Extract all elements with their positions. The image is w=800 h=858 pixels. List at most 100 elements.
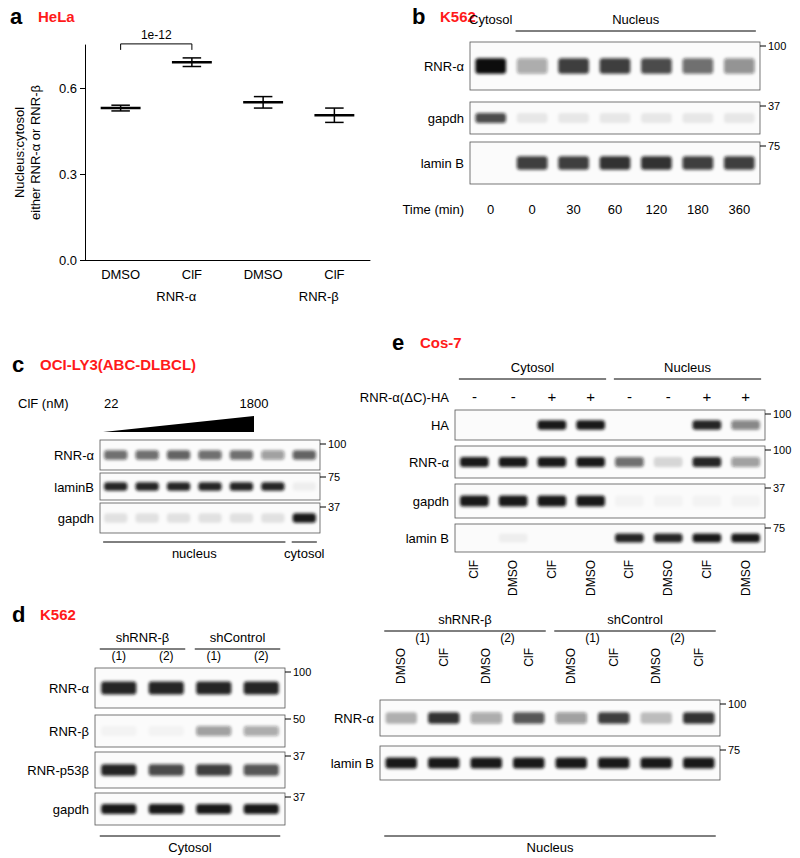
- svg-text:shControl: shControl: [210, 630, 266, 645]
- svg-text:d: d: [12, 602, 25, 627]
- svg-text:ClF: ClF: [622, 560, 636, 579]
- svg-text:+: +: [741, 388, 750, 405]
- svg-text:RNR-β: RNR-β: [49, 724, 89, 739]
- svg-text:RNR-α(ΔC)-HA: RNR-α(ΔC)-HA: [360, 390, 449, 405]
- svg-text:e: e: [392, 330, 404, 355]
- svg-text:lamin B: lamin B: [406, 531, 449, 546]
- svg-text:RNR-α: RNR-α: [54, 448, 94, 463]
- svg-text:(1): (1): [206, 649, 221, 663]
- svg-text:-: -: [627, 388, 632, 405]
- svg-text:22: 22: [104, 396, 118, 411]
- svg-text:ClF: ClF: [467, 560, 481, 579]
- svg-text:shRNR-β: shRNR-β: [438, 612, 492, 627]
- svg-text:100: 100: [773, 444, 791, 456]
- svg-text:(1): (1): [415, 631, 430, 645]
- svg-text:Nucleus: Nucleus: [664, 360, 711, 375]
- svg-text:RNR-p53β: RNR-p53β: [27, 763, 89, 778]
- svg-text:37: 37: [768, 100, 780, 112]
- svg-text:Time (min): Time (min): [402, 202, 464, 217]
- svg-text:Cytosol: Cytosol: [511, 360, 554, 375]
- svg-text:100: 100: [293, 666, 311, 678]
- svg-text:+: +: [586, 388, 595, 405]
- svg-text:180: 180: [687, 202, 709, 217]
- svg-text:37: 37: [773, 482, 785, 494]
- svg-text:RNR-α: RNR-α: [334, 711, 374, 726]
- svg-text:0.6: 0.6: [59, 81, 77, 96]
- svg-text:nucleus: nucleus: [172, 546, 217, 561]
- svg-text:gapdh: gapdh: [428, 111, 464, 126]
- svg-text:DMSO: DMSO: [244, 267, 283, 282]
- svg-text:0: 0: [529, 202, 536, 217]
- svg-text:Nucleus:cytosol: Nucleus:cytosol: [12, 107, 27, 198]
- svg-text:ClF: ClF: [545, 560, 559, 579]
- svg-text:120: 120: [646, 202, 668, 217]
- svg-text:cytosol: cytosol: [284, 546, 325, 561]
- svg-text:HA: HA: [431, 418, 449, 433]
- svg-text:gapdh: gapdh: [413, 494, 449, 509]
- svg-text:Cos-7: Cos-7: [420, 334, 462, 351]
- svg-text:HeLa: HeLa: [38, 8, 75, 25]
- svg-text:RNR-α: RNR-α: [424, 59, 464, 74]
- svg-text:lamin B: lamin B: [421, 156, 464, 171]
- svg-text:ClF (nM): ClF (nM): [18, 396, 69, 411]
- svg-text:DMSO: DMSO: [394, 648, 408, 684]
- svg-text:-: -: [666, 388, 671, 405]
- svg-text:(1): (1): [111, 649, 126, 663]
- svg-text:(2): (2): [670, 631, 685, 645]
- svg-text:DMSO: DMSO: [584, 560, 598, 596]
- svg-text:DMSO: DMSO: [739, 560, 753, 596]
- svg-text:1800: 1800: [240, 396, 269, 411]
- svg-text:Cytosol: Cytosol: [168, 840, 211, 855]
- svg-text:37: 37: [328, 501, 340, 513]
- svg-text:shRNR-β: shRNR-β: [116, 630, 170, 645]
- svg-text:DMSO: DMSO: [564, 648, 578, 684]
- svg-text:either RNR-α or RNR-β: either RNR-α or RNR-β: [28, 85, 43, 220]
- svg-text:75: 75: [328, 471, 340, 483]
- svg-text:ClF: ClF: [437, 648, 451, 667]
- svg-text:ClF: ClF: [182, 267, 202, 282]
- svg-text:0.3: 0.3: [59, 167, 77, 182]
- svg-text:ClF: ClF: [700, 560, 714, 579]
- svg-text:DMSO: DMSO: [649, 648, 663, 684]
- svg-text:100: 100: [773, 408, 791, 420]
- svg-text:(2): (2): [500, 631, 515, 645]
- svg-text:ClF: ClF: [692, 648, 706, 667]
- svg-text:37: 37: [293, 750, 305, 762]
- svg-text:100: 100: [768, 40, 786, 52]
- svg-text:(2): (2): [254, 649, 269, 663]
- svg-text:(1): (1): [585, 631, 600, 645]
- svg-text:+: +: [702, 388, 711, 405]
- svg-text:Cytosol: Cytosol: [469, 12, 512, 27]
- svg-text:laminB: laminB: [54, 480, 94, 495]
- svg-text:ClF: ClF: [607, 648, 621, 667]
- svg-text:100: 100: [728, 698, 746, 710]
- svg-text:60: 60: [608, 202, 622, 217]
- svg-text:-: -: [472, 388, 477, 405]
- svg-text:360: 360: [728, 202, 750, 217]
- svg-text:37: 37: [293, 791, 305, 803]
- svg-text:RNR-α: RNR-α: [409, 455, 449, 470]
- svg-text:-: -: [511, 388, 516, 405]
- svg-text:shControl: shControl: [607, 612, 663, 627]
- svg-text:30: 30: [566, 202, 580, 217]
- svg-text:75: 75: [728, 744, 740, 756]
- svg-text:ClF: ClF: [324, 267, 344, 282]
- svg-text:50: 50: [293, 713, 305, 725]
- svg-text:K562: K562: [40, 606, 76, 623]
- svg-text:0.0: 0.0: [59, 253, 77, 268]
- svg-text:Nucleus: Nucleus: [527, 840, 574, 855]
- svg-text:gapdh: gapdh: [58, 511, 94, 526]
- svg-text:75: 75: [768, 140, 780, 152]
- svg-text:c: c: [12, 352, 24, 377]
- svg-text:1e-12: 1e-12: [141, 28, 172, 42]
- svg-text:DMSO: DMSO: [661, 560, 675, 596]
- svg-text:RNR-α: RNR-α: [156, 289, 196, 304]
- svg-text:lamin B: lamin B: [331, 756, 374, 771]
- svg-text:Nucleus: Nucleus: [612, 12, 659, 27]
- svg-text:(2): (2): [159, 649, 174, 663]
- svg-text:gapdh: gapdh: [53, 802, 89, 817]
- svg-text:75: 75: [773, 522, 785, 534]
- svg-text:DMSO: DMSO: [506, 560, 520, 596]
- svg-text:DMSO: DMSO: [479, 648, 493, 684]
- svg-text:DMSO: DMSO: [101, 267, 140, 282]
